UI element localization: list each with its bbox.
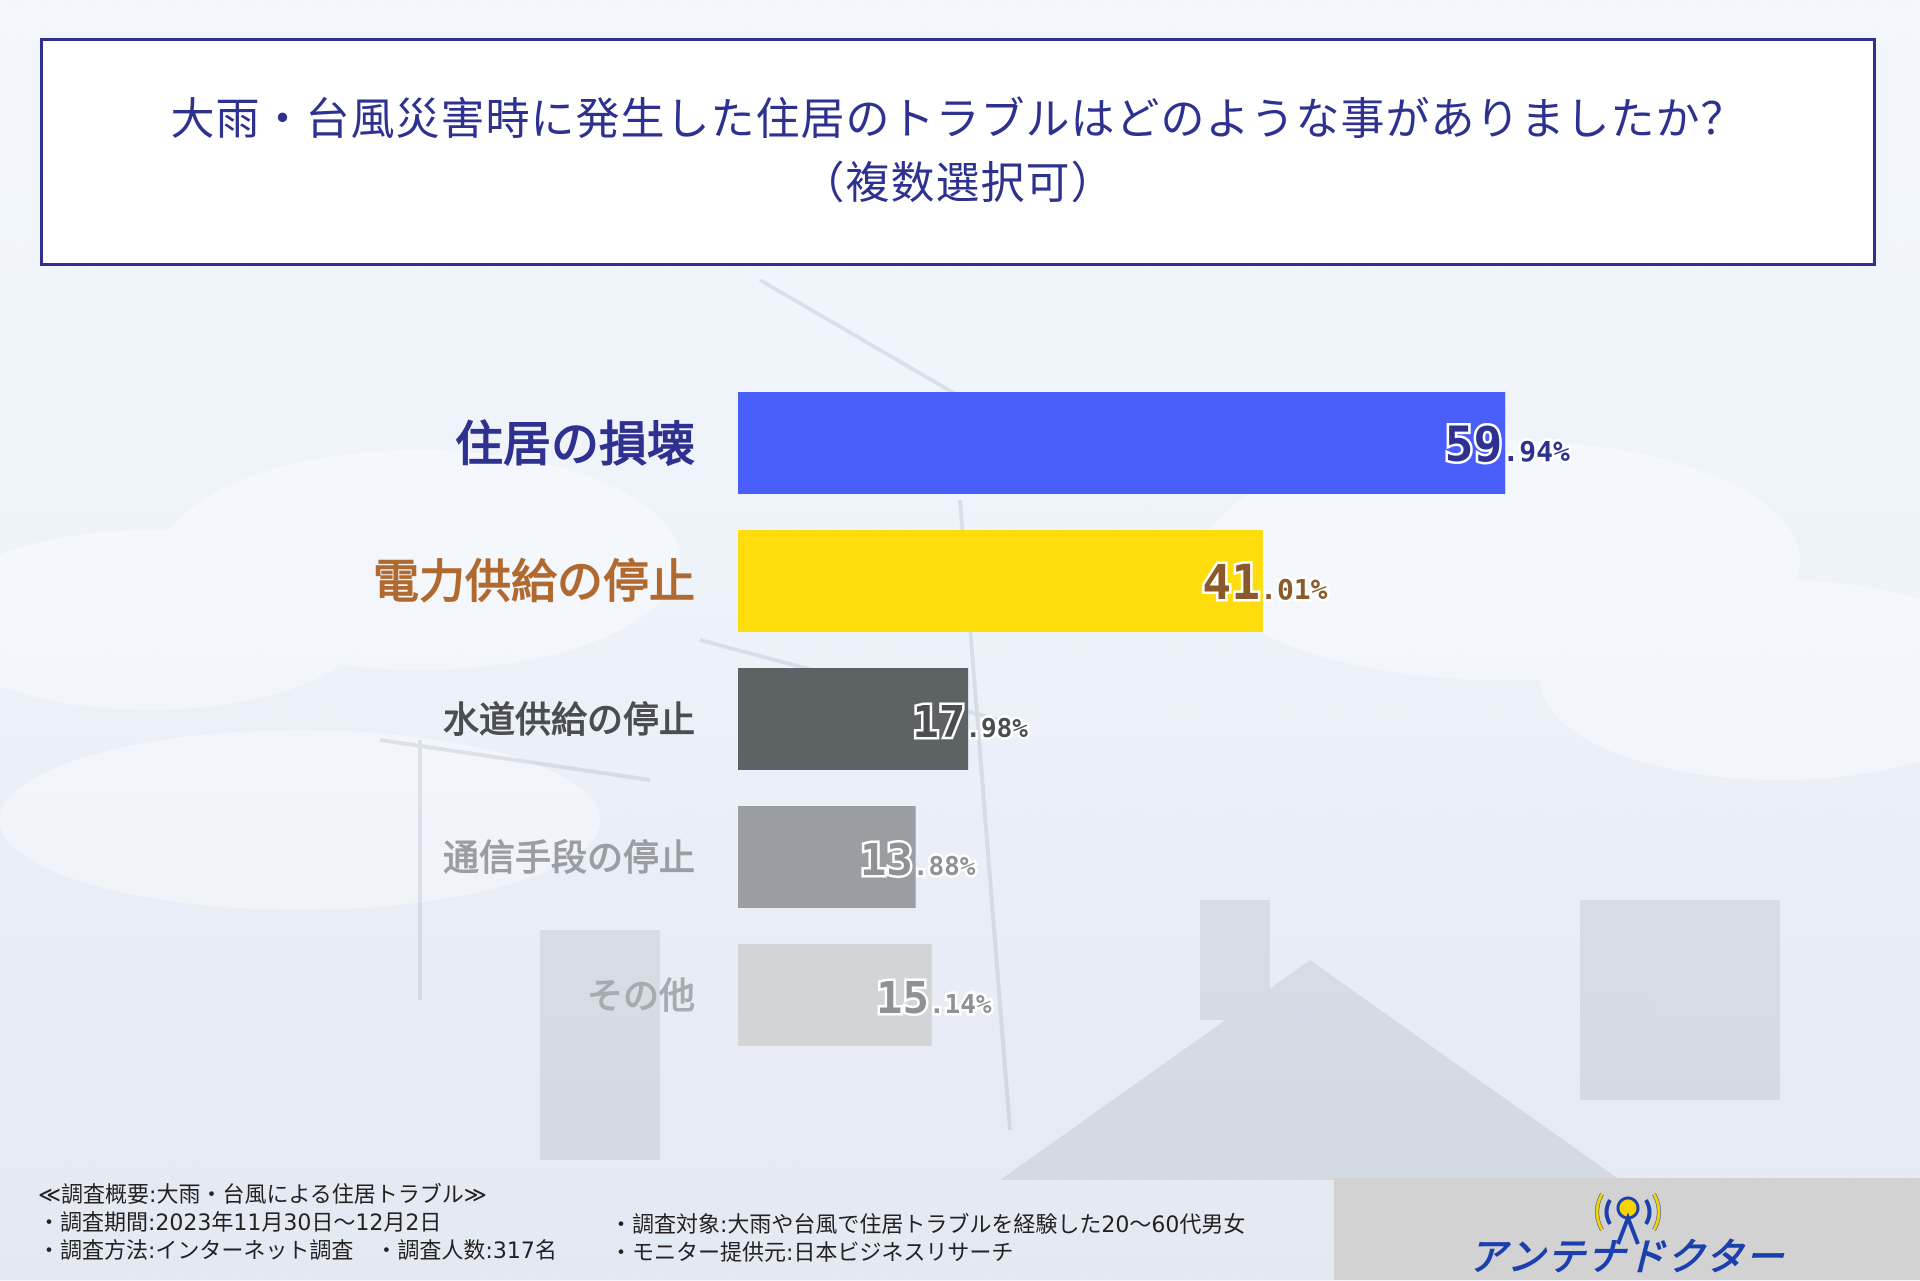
category-label-0: 住居の損壊 bbox=[455, 416, 695, 472]
category-label-3: 通信手段の停止 bbox=[443, 838, 695, 879]
survey-period: ・調査期間:2023年11月30日〜12月2日 bbox=[38, 1211, 442, 1236]
logo: アンテナドクター bbox=[1334, 1178, 1920, 1280]
survey-summary: ≪調査概要:大雨・台風による住居トラブル≫ ・調査期間:2023年11月30日〜… bbox=[38, 1182, 557, 1266]
survey-details: ・調査対象:大雨や台風で住居トラブルを経験した20〜60代男女 ・モニター提供元… bbox=[610, 1212, 1245, 1268]
bar-4 bbox=[738, 944, 932, 1046]
survey-summary-heading: ≪調査概要:大雨・台風による住居トラブル≫ bbox=[38, 1183, 487, 1208]
chart-subtitle: （複数選択可） bbox=[800, 158, 1116, 209]
title-box: 大雨・台風災害時に発生した住居のトラブルはどのような事がありましたか？ （複数選… bbox=[40, 38, 1876, 266]
value-label-0: 59.94% bbox=[1445, 417, 1570, 473]
category-label-1: 電力供給の停止 bbox=[373, 555, 695, 609]
category-label-2: 水道供給の停止 bbox=[443, 700, 695, 741]
survey-provider: ・モニター提供元:日本ビジネスリサーチ bbox=[610, 1241, 1014, 1266]
value-label-1: 41.01% bbox=[1202, 555, 1327, 611]
bar-0 bbox=[738, 392, 1506, 494]
antenna-doctor-icon bbox=[1595, 1193, 1661, 1245]
logo-text: アンテナドクター bbox=[1468, 1235, 1786, 1279]
survey-target: ・調査対象:大雨や台風で住居トラブルを経験した20〜60代男女 bbox=[610, 1213, 1246, 1238]
bar-2 bbox=[738, 668, 969, 770]
value-label-2: 17.98% bbox=[912, 697, 1028, 748]
value-label-3: 13.88% bbox=[860, 835, 976, 886]
chart-title: 大雨・台風災害時に発生した住居のトラブルはどのような事がありましたか？ bbox=[170, 94, 1746, 145]
category-label-4: その他 bbox=[587, 976, 695, 1017]
bar-1 bbox=[738, 530, 1263, 632]
bar-3 bbox=[738, 806, 916, 908]
value-label-4: 15.14% bbox=[876, 973, 992, 1024]
survey-method: ・調査方法:インターネット調査 ・調査人数:317名 bbox=[38, 1239, 557, 1264]
